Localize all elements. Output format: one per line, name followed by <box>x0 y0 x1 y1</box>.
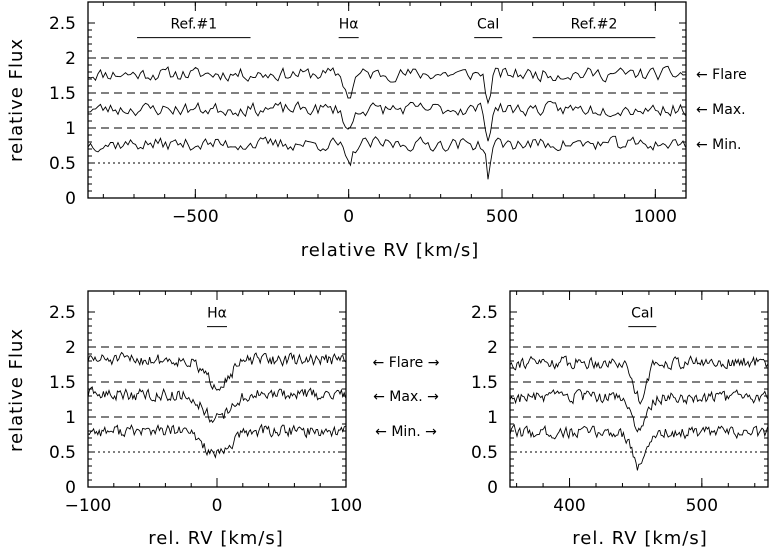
ytick-label: 0 <box>65 189 76 209</box>
ytick-label: 2 <box>65 338 76 358</box>
series-flare <box>88 351 346 391</box>
bottom-left-xlabel: rel. RV [km/s] <box>148 528 284 549</box>
ytick-label: 0.5 <box>49 154 76 174</box>
bottom-left-ylabel: relative Flux <box>6 328 27 452</box>
xtick-label: 500 <box>686 496 718 516</box>
bottom-right-plot-content: 0 0.5 1 1.5 2 2.5 400 500 CaI <box>471 291 768 516</box>
ytick-label: 1.5 <box>471 373 498 393</box>
xtick-label: 400 <box>553 496 585 516</box>
bottom-right-xlabel: rel. RV [km/s] <box>572 528 708 549</box>
annotation-label: Ref.#2 <box>571 17 618 33</box>
middle-label-max: ← Max. → <box>373 389 439 405</box>
series-flare <box>510 355 768 405</box>
middle-label-flare: ← Flare → <box>373 355 440 371</box>
series-min <box>510 423 768 471</box>
xtick-label: 500 <box>486 207 518 227</box>
xtick-label: −100 <box>65 496 112 516</box>
ytick-label: 2 <box>65 49 76 69</box>
annotation-label: CaI <box>477 17 499 33</box>
top-panel: 0 0.5 1 1.5 2 2.5 −500 0 500 1000 Ref.#1 Hα CaI Ref.#… <box>6 1 747 261</box>
middle-labels: ← Flare → ← Max. → ← Min. → <box>373 355 440 440</box>
xtick-label: 0 <box>212 496 223 516</box>
top-plot-content: 0 0.5 1 1.5 2 2.5 −500 0 500 1000 Ref.#1 Hα CaI Ref.#… <box>49 2 747 227</box>
annotation-label: Hα <box>207 306 227 322</box>
middle-label-min: ← Min. → <box>375 424 437 440</box>
series-max <box>88 100 686 142</box>
ytick-label: 2.5 <box>49 303 76 323</box>
series-min <box>88 135 686 180</box>
bottom-right-panel: 0 0.5 1 1.5 2 2.5 400 500 CaI rel. RV [km/s] <box>471 290 769 549</box>
annotation-label: Hα <box>339 17 359 33</box>
ytick-label: 0.5 <box>471 443 498 463</box>
series-max <box>510 389 768 433</box>
annotation-label: Ref.#1 <box>170 17 217 33</box>
ytick-label: 2.5 <box>471 303 498 323</box>
ytick-label: 1 <box>487 408 498 428</box>
series-side-label: ← Min. <box>696 137 741 153</box>
ytick-label: 0 <box>487 478 498 498</box>
series-side-label: ← Max. <box>696 102 746 118</box>
ytick-label: 1 <box>65 119 76 139</box>
ytick-label: 1.5 <box>49 84 76 104</box>
annotation-label: CaI <box>631 306 653 322</box>
top-ylabel: relative Flux <box>6 38 27 162</box>
series-max <box>88 386 346 424</box>
top-xlabel: relative RV [km/s] <box>301 240 480 261</box>
xtick-label: 100 <box>330 496 362 516</box>
xtick-label: −500 <box>172 207 219 227</box>
ytick-label: 0 <box>65 478 76 498</box>
xtick-label: 0 <box>343 207 354 227</box>
ytick-label: 0.5 <box>49 443 76 463</box>
series-flare <box>88 65 686 105</box>
ytick-label: 1 <box>65 408 76 428</box>
ytick-label: 2.5 <box>49 14 76 34</box>
ytick-label: 2 <box>487 338 498 358</box>
xtick-label: 1000 <box>634 207 677 227</box>
series-min <box>88 423 346 459</box>
ytick-label: 1.5 <box>49 373 76 393</box>
series-side-label: ← Flare <box>696 67 747 83</box>
